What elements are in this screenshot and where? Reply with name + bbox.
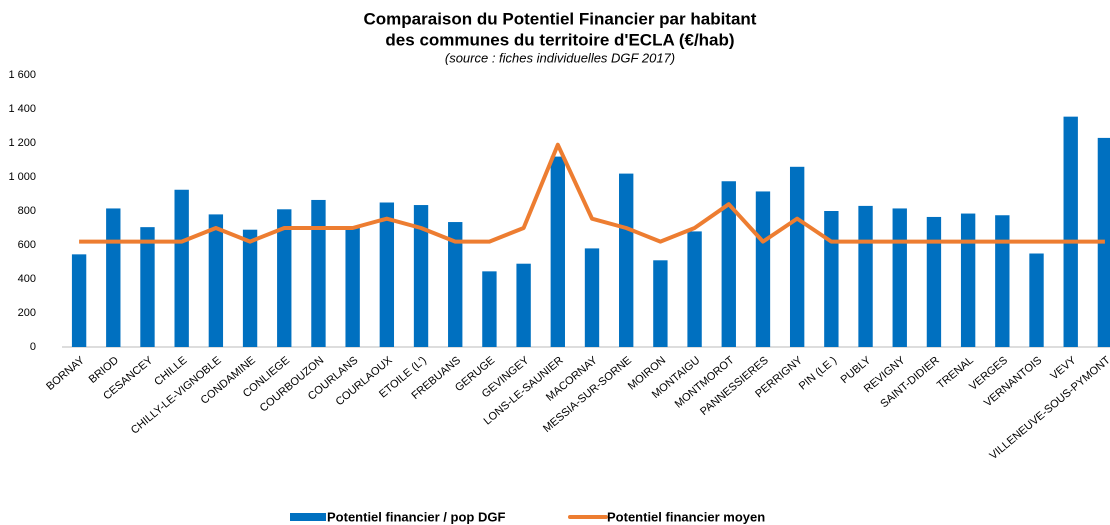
x-tick-label: VEVY — [1048, 354, 1079, 382]
y-tick-label: 600 — [18, 239, 36, 251]
bar — [995, 215, 1010, 347]
bar — [345, 228, 360, 347]
bar — [140, 227, 155, 347]
bar — [755, 191, 771, 347]
bar — [721, 181, 736, 347]
chart-subtitle: (source : fiches individuelles DGF 2017) — [445, 50, 675, 65]
bar — [584, 248, 600, 347]
legend-swatch — [290, 513, 326, 521]
x-tick-label: BORNAY — [44, 354, 87, 393]
bar — [1029, 253, 1044, 347]
y-tick-label: 1 400 — [8, 103, 36, 115]
bar — [413, 205, 429, 347]
bar — [482, 271, 497, 347]
bar — [379, 202, 395, 347]
x-tick-label: VILLENEUVE-SOUS-PYMONT — [987, 354, 1110, 462]
bar — [1063, 116, 1078, 348]
bar — [277, 209, 292, 347]
bar — [960, 213, 976, 347]
bar — [789, 166, 805, 347]
y-tick-label: 1 200 — [8, 137, 36, 149]
bar — [653, 260, 668, 347]
chart-title: Comparaison du Potentiel Financier par h… — [364, 9, 757, 28]
line — [79, 142, 1105, 244]
bar — [174, 189, 189, 347]
bar — [71, 254, 87, 347]
bar — [516, 263, 531, 347]
bar — [619, 173, 634, 347]
y-tick-label: 800 — [18, 205, 36, 217]
bar — [106, 208, 121, 347]
bar — [242, 229, 258, 347]
bar — [892, 208, 907, 347]
bar — [448, 222, 463, 347]
bar — [208, 214, 224, 347]
y-tick-label: 1 600 — [8, 69, 36, 81]
y-tick-label: 1 000 — [8, 171, 36, 183]
bar — [687, 231, 702, 347]
bar — [311, 199, 326, 347]
chart-title: des communes du territoire d'ECLA (€/hab… — [385, 30, 734, 49]
bar — [858, 205, 873, 347]
bar — [926, 216, 942, 347]
y-tick-label: 200 — [18, 307, 36, 319]
bar — [550, 156, 565, 347]
bar — [824, 211, 839, 347]
x-tick-label: PIN (LE ) — [797, 354, 839, 392]
x-tick-label: SAINT-DIDIER — [878, 354, 941, 410]
legend-label: Potentiel financier moyen — [607, 509, 765, 524]
y-tick-label: 0 — [30, 341, 36, 353]
y-tick-label: 400 — [18, 273, 36, 285]
legend-label: Potentiel financier / pop DGF — [327, 509, 505, 524]
